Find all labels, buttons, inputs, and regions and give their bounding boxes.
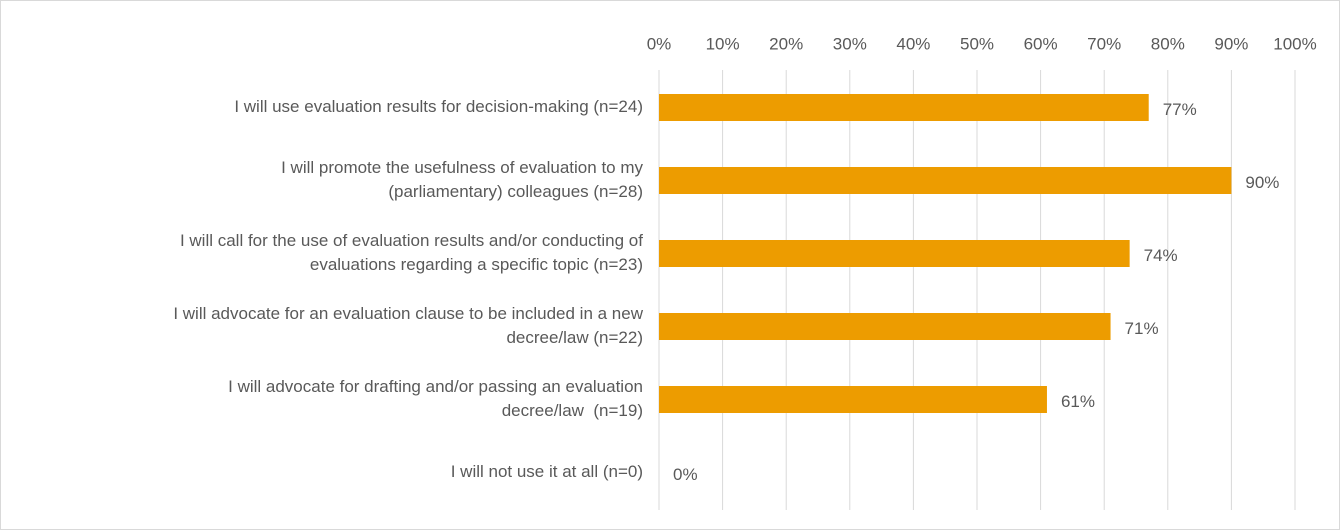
x-tick-label: 70% (1087, 34, 1121, 53)
x-tick-label: 20% (769, 34, 803, 53)
data-label: 61% (1061, 392, 1095, 411)
y-tick-label: decree/law (n=19) (502, 401, 643, 420)
y-tick-label: I will call for the use of evaluation re… (180, 231, 643, 250)
x-tick-label: 60% (1024, 34, 1058, 53)
x-tick-label: 50% (960, 34, 994, 53)
x-tick-label: 90% (1214, 34, 1248, 53)
y-tick-label: I will advocate for drafting and/or pass… (228, 377, 643, 396)
y-tick-label: evaluations regarding a specific topic (… (310, 255, 643, 274)
x-tick-label: 40% (896, 34, 930, 53)
y-tick-label: I will use evaluation results for decisi… (234, 97, 643, 116)
data-label: 0% (673, 465, 698, 484)
data-label: 90% (1245, 173, 1279, 192)
bar (659, 240, 1130, 267)
x-tick-label: 100% (1273, 34, 1316, 53)
bar (659, 94, 1149, 121)
y-tick-label: I will promote the usefulness of evaluat… (281, 158, 643, 177)
x-tick-label: 80% (1151, 34, 1185, 53)
x-tick-label: 30% (833, 34, 867, 53)
bar (659, 313, 1111, 340)
data-label: 74% (1144, 246, 1178, 265)
y-tick-label: decree/law (n=22) (506, 328, 643, 347)
x-tick-label: 10% (706, 34, 740, 53)
bar (659, 167, 1232, 194)
data-label: 71% (1125, 319, 1159, 338)
data-label: 77% (1163, 100, 1197, 119)
x-tick-label: 0% (647, 34, 672, 53)
bar (659, 386, 1047, 413)
y-tick-label: (parliamentary) colleagues (n=28) (388, 182, 643, 201)
y-tick-label: I will advocate for an evaluation clause… (173, 304, 643, 323)
y-tick-label: I will not use it at all (n=0) (451, 462, 643, 481)
